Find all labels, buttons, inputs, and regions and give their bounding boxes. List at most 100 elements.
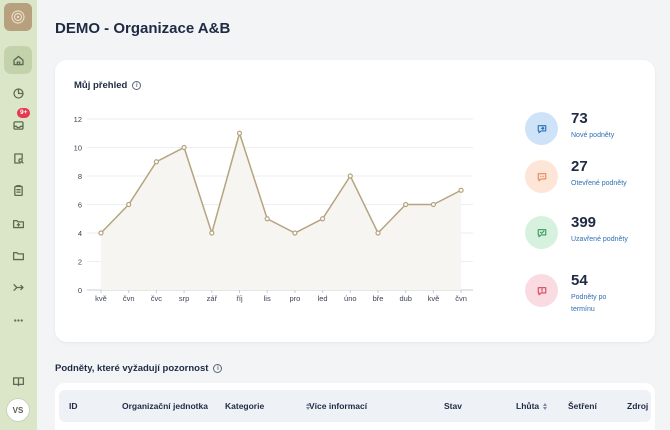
sidebar-item-inbox[interactable]: 9+ (4, 108, 32, 139)
attention-title-text: Podněty, které vyžadují pozornost (55, 363, 209, 374)
column-investigation[interactable]: Šetření (568, 401, 597, 411)
data-point[interactable] (98, 230, 104, 236)
data-point[interactable] (209, 230, 215, 236)
sidebar-item-new-folder[interactable] (4, 209, 32, 237)
overview-chart: 0 2 4 6 8 10 12 kvě čvn čvc srp zář říj lis pro led úno… (74, 115, 473, 303)
chat-arrow-icon (537, 124, 546, 133)
table-header: ID Organizační jednotka Kategorie Více i… (59, 390, 651, 422)
clipboard-icon (13, 184, 23, 196)
chart-line (100, 130, 462, 236)
column-id[interactable]: ID (69, 401, 78, 411)
sidebar-item-search-documents[interactable] (4, 144, 32, 172)
stat-overdue[interactable]: 54 Podněty po termínu (525, 272, 645, 314)
sidebar-item-folders[interactable] (4, 241, 32, 269)
sidebar-item-tasks[interactable] (4, 176, 32, 204)
overview-card: Můj přehled i 0 2 4 6 8 10 12 kvě čvn čvc srp zář ř… (55, 60, 655, 342)
y-tick-label: 12 (74, 115, 82, 124)
stat-closed-label: Uzavřené podněty (571, 236, 628, 243)
sidebar-item-statistics[interactable] (4, 79, 32, 107)
data-point[interactable] (458, 187, 464, 193)
x-tick-label: kvě (428, 294, 440, 303)
data-point[interactable] (153, 159, 160, 165)
x-tick-label: pro (289, 294, 300, 303)
data-point[interactable] (403, 201, 409, 208)
x-tick-label: čvc (151, 294, 163, 303)
x-tick-label: kvě (95, 294, 107, 303)
column-category[interactable]: Kategorie (225, 401, 311, 411)
stat-closed-circle (525, 216, 558, 249)
document-search-icon (13, 152, 24, 164)
more-icon (13, 318, 23, 322)
overview-title-text: Můj přehled (74, 80, 128, 91)
x-tick-label: úno (344, 294, 357, 303)
data-point[interactable] (375, 230, 381, 236)
sidebar-item-forward[interactable] (4, 273, 32, 301)
stat-closed[interactable]: 399 Uzavřené podněty (525, 214, 645, 256)
folder-add-icon (12, 219, 24, 228)
sidebar: 9+ VS (0, 0, 37, 430)
y-tick-label: 6 (78, 201, 82, 210)
column-more-info[interactable]: Více informací (309, 401, 368, 411)
data-point[interactable] (320, 216, 326, 222)
sort-icon[interactable] (543, 402, 548, 410)
data-point[interactable] (430, 201, 436, 208)
stat-new-value: 73 (571, 110, 588, 127)
column-deadline[interactable]: Lhůta (516, 401, 548, 411)
folder-icon (12, 251, 24, 260)
column-source[interactable]: Zdroj (627, 401, 649, 411)
logo-icon (11, 10, 25, 24)
data-point[interactable] (347, 173, 353, 179)
chart-area (101, 133, 462, 290)
stat-new[interactable]: 73 Nové podněty (525, 110, 645, 152)
stat-open-value: 27 (571, 158, 588, 175)
x-tick-label: dub (399, 294, 412, 303)
y-tick-label: 4 (78, 229, 82, 238)
x-tick-label: říj (236, 294, 243, 303)
column-status[interactable]: Stav (444, 401, 462, 411)
y-tick-label: 0 (78, 286, 82, 295)
chat-alert-icon (537, 286, 546, 295)
chat-dots-icon (537, 172, 546, 181)
y-tick-label: 10 (74, 144, 82, 153)
x-tick-label: čvn (123, 294, 135, 303)
info-icon[interactable]: i (213, 364, 223, 373)
stat-open-circle (525, 160, 558, 193)
sidebar-item-home[interactable] (4, 46, 32, 74)
y-tick-label: 8 (78, 172, 82, 181)
stat-closed-value: 399 (571, 214, 597, 231)
app-logo[interactable] (4, 3, 32, 31)
data-point[interactable] (181, 144, 187, 151)
sort-icon[interactable] (306, 402, 311, 410)
data-point[interactable] (236, 130, 243, 136)
stat-overdue-circle (525, 274, 558, 307)
sidebar-item-more[interactable] (4, 306, 32, 334)
column-org-unit[interactable]: Organizační jednotka (122, 401, 208, 411)
book-icon (12, 376, 24, 386)
x-tick-label: bře (373, 294, 384, 303)
overview-title: Můj přehled i (74, 80, 142, 91)
stat-new-label: Nové podněty (571, 132, 615, 139)
stat-overdue-value: 54 (571, 272, 588, 289)
info-icon[interactable]: i (132, 81, 142, 90)
data-point[interactable] (292, 230, 298, 236)
page-title: DEMO - Organizace A&B (55, 20, 231, 37)
x-tick-label: zář (207, 294, 218, 303)
sidebar-item-help[interactable] (4, 367, 32, 395)
x-tick-label: led (318, 294, 328, 303)
x-tick-label: lis (264, 294, 271, 303)
attention-title: Podněty, které vyžadují pozornost i (55, 363, 223, 374)
stat-overdue-label: Podněty po termínu (571, 294, 607, 313)
home-icon (12, 55, 24, 65)
pie-chart-icon (12, 87, 24, 99)
avatar[interactable]: VS (6, 398, 30, 422)
data-point[interactable] (126, 201, 132, 208)
x-tick-label: čvn (455, 294, 467, 303)
forward-icon (12, 283, 24, 291)
attention-table: ID Organizační jednotka Kategorie Více i… (55, 383, 655, 430)
inbox-icon (12, 120, 24, 130)
stat-open-label: Otevřené podněty (571, 180, 627, 187)
chat-check-icon (537, 228, 546, 237)
inbox-badge: 9+ (17, 108, 31, 118)
stat-open[interactable]: 27 Otevřené podněty (525, 158, 645, 200)
data-point[interactable] (264, 216, 270, 222)
